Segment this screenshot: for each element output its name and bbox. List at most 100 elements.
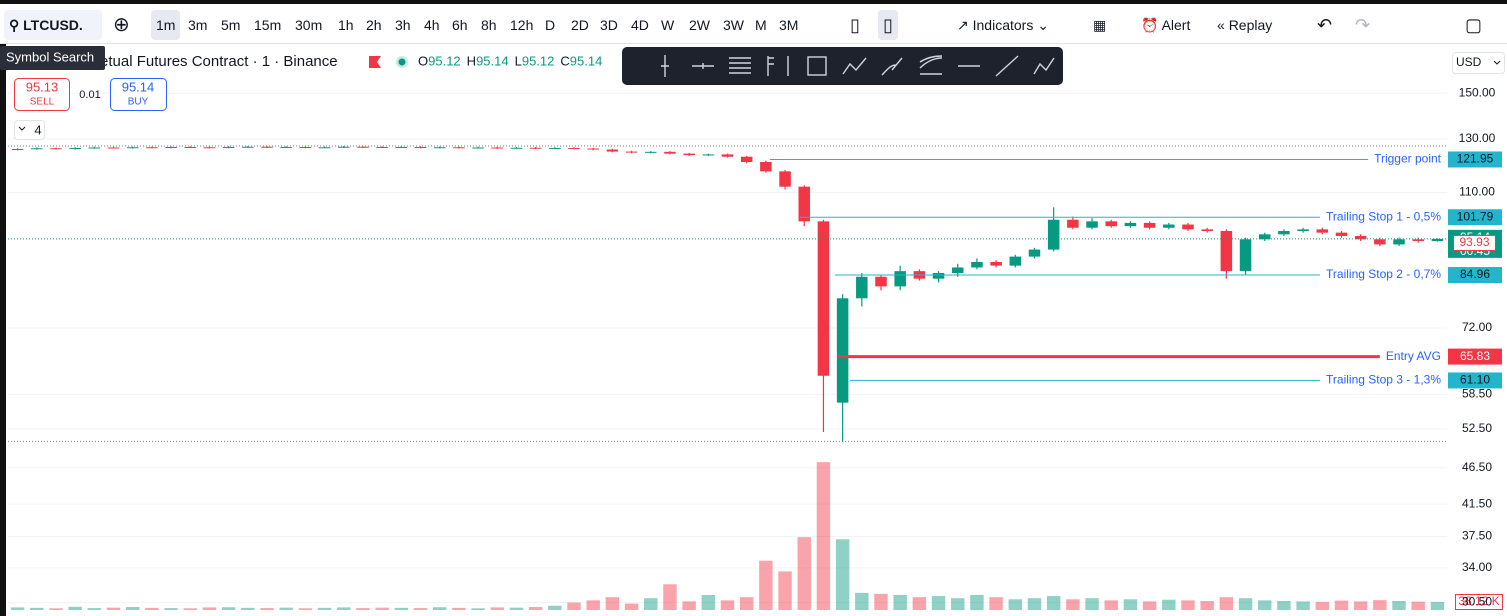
tool-icon[interactable] — [881, 57, 903, 76]
volume-bar — [1162, 599, 1176, 610]
volume-bar — [567, 602, 581, 610]
chart-type-button[interactable]: ▯ — [850, 15, 860, 35]
alert-button[interactable]: ⏰ Alert — [1141, 17, 1191, 33]
tool-icon[interactable] — [767, 56, 789, 76]
volume-bar — [720, 600, 735, 610]
candle-body — [1143, 222, 1156, 228]
volume-bar — [893, 595, 907, 610]
interval-button[interactable]: M — [755, 17, 767, 33]
interval-button[interactable]: D — [545, 17, 556, 33]
candle-body — [760, 161, 772, 172]
candle-body — [433, 147, 446, 149]
volume-bar — [509, 607, 524, 610]
tool-icon[interactable] — [919, 55, 943, 75]
interval-button[interactable]: 4D — [631, 17, 649, 33]
interval-button[interactable]: 15m — [254, 17, 282, 33]
interval-button[interactable]: 12h — [510, 17, 534, 33]
ohlc-value: 95.14 — [476, 53, 509, 68]
price-axis — [1447, 44, 1507, 616]
tool-icon[interactable] — [807, 56, 827, 76]
interval-button[interactable]: 1m — [151, 10, 181, 40]
order-line-price: 84.96 — [1460, 267, 1490, 281]
volume-bar — [452, 607, 466, 610]
volume-bar — [1411, 601, 1425, 610]
symbol-button[interactable]: ⚲ LTCUSD. — [4, 10, 102, 40]
order-line-price: 121.95 — [1457, 152, 1494, 166]
volume-bar — [701, 595, 716, 610]
interval-button[interactable]: 5m — [221, 17, 241, 33]
interval-button[interactable]: 3m — [188, 17, 208, 33]
candle-body — [491, 147, 504, 149]
candle-body — [1354, 235, 1367, 240]
interval-button[interactable]: 2W — [689, 17, 710, 33]
order-line-label: Trigger point — [1374, 152, 1442, 166]
ohlc-key: L — [515, 53, 522, 68]
volume-bar — [1085, 598, 1099, 610]
layouts-button[interactable]: ▦ — [1093, 17, 1107, 33]
volume-bar — [375, 607, 389, 610]
tool-icon[interactable] — [729, 57, 751, 74]
candle-body — [664, 151, 676, 154]
candle-body — [625, 151, 638, 153]
tool-icon[interactable] — [842, 57, 867, 75]
interval-button[interactable]: 2D — [571, 17, 589, 33]
tool-icon[interactable] — [1033, 57, 1055, 75]
interval-button[interactable]: 3W — [723, 17, 744, 33]
sell-price: 95.13 — [26, 79, 59, 94]
volume-label: 38.12 K — [1458, 594, 1499, 608]
currency: USD — [1456, 55, 1482, 69]
tool-icon[interactable] — [692, 63, 714, 69]
interval-button[interactable]: 2h — [366, 17, 382, 33]
interval-button[interactable]: 3D — [600, 17, 618, 33]
candle-body — [1316, 229, 1329, 233]
interval-button[interactable]: 3M — [779, 17, 799, 33]
volume-bar — [164, 608, 178, 610]
chevron — [1493, 60, 1501, 65]
indicators-toggle[interactable] — [14, 120, 45, 140]
candle-body — [69, 148, 81, 150]
undo-button[interactable]: ↶ — [1317, 15, 1333, 35]
tool-icon[interactable] — [661, 55, 669, 77]
candle-body — [88, 147, 101, 149]
tool-icon[interactable] — [995, 55, 1019, 77]
indicators-button[interactable]: ↗ Indicators ⌄ — [957, 17, 1049, 33]
candle-body — [510, 147, 523, 149]
compare-button[interactable]: ⊕ — [113, 14, 130, 36]
candle-body — [529, 147, 542, 149]
interval-button[interactable]: 3h — [395, 17, 411, 33]
interval-button[interactable]: W — [661, 17, 675, 33]
interval-button[interactable]: 1h — [338, 17, 354, 33]
candle-body — [472, 147, 484, 149]
candle-body — [1335, 232, 1348, 236]
volume-bar — [1027, 598, 1042, 610]
candles-button[interactable]: ▯ — [878, 10, 898, 40]
replay-button[interactable]: « Replay — [1217, 17, 1273, 33]
sell-button[interactable] — [14, 78, 70, 111]
candle-body — [1297, 229, 1309, 232]
interval-button[interactable]: 30m — [295, 17, 323, 33]
redo-button[interactable]: ↷ — [1355, 15, 1371, 35]
ohlc-value: 95.12 — [428, 53, 461, 68]
interval-button[interactable]: 4h — [424, 17, 440, 33]
candle-body — [587, 148, 599, 150]
buy-button[interactable] — [110, 78, 167, 111]
fullscreen-button[interactable]: ▢ — [1465, 15, 1483, 35]
order-line-price: 65.83 — [1460, 349, 1490, 363]
candle-body — [453, 147, 465, 149]
volume-bar — [931, 596, 946, 610]
candle-body — [817, 221, 830, 376]
volume-bar — [432, 607, 447, 610]
volume-bar — [317, 607, 332, 610]
candle-body — [836, 298, 849, 403]
sell-label: SELL — [30, 97, 55, 108]
interval-button[interactable]: 6h — [452, 17, 468, 33]
volume-bar — [855, 592, 869, 610]
order-line-badge — [1448, 267, 1502, 284]
volume-bar — [989, 597, 1003, 610]
candle-body — [146, 147, 158, 149]
candle-body — [932, 273, 945, 279]
volume-bar — [1008, 599, 1023, 610]
interval-button[interactable]: 8h — [481, 17, 497, 33]
currency-select[interactable] — [1452, 52, 1505, 74]
candle-body — [1067, 219, 1079, 228]
